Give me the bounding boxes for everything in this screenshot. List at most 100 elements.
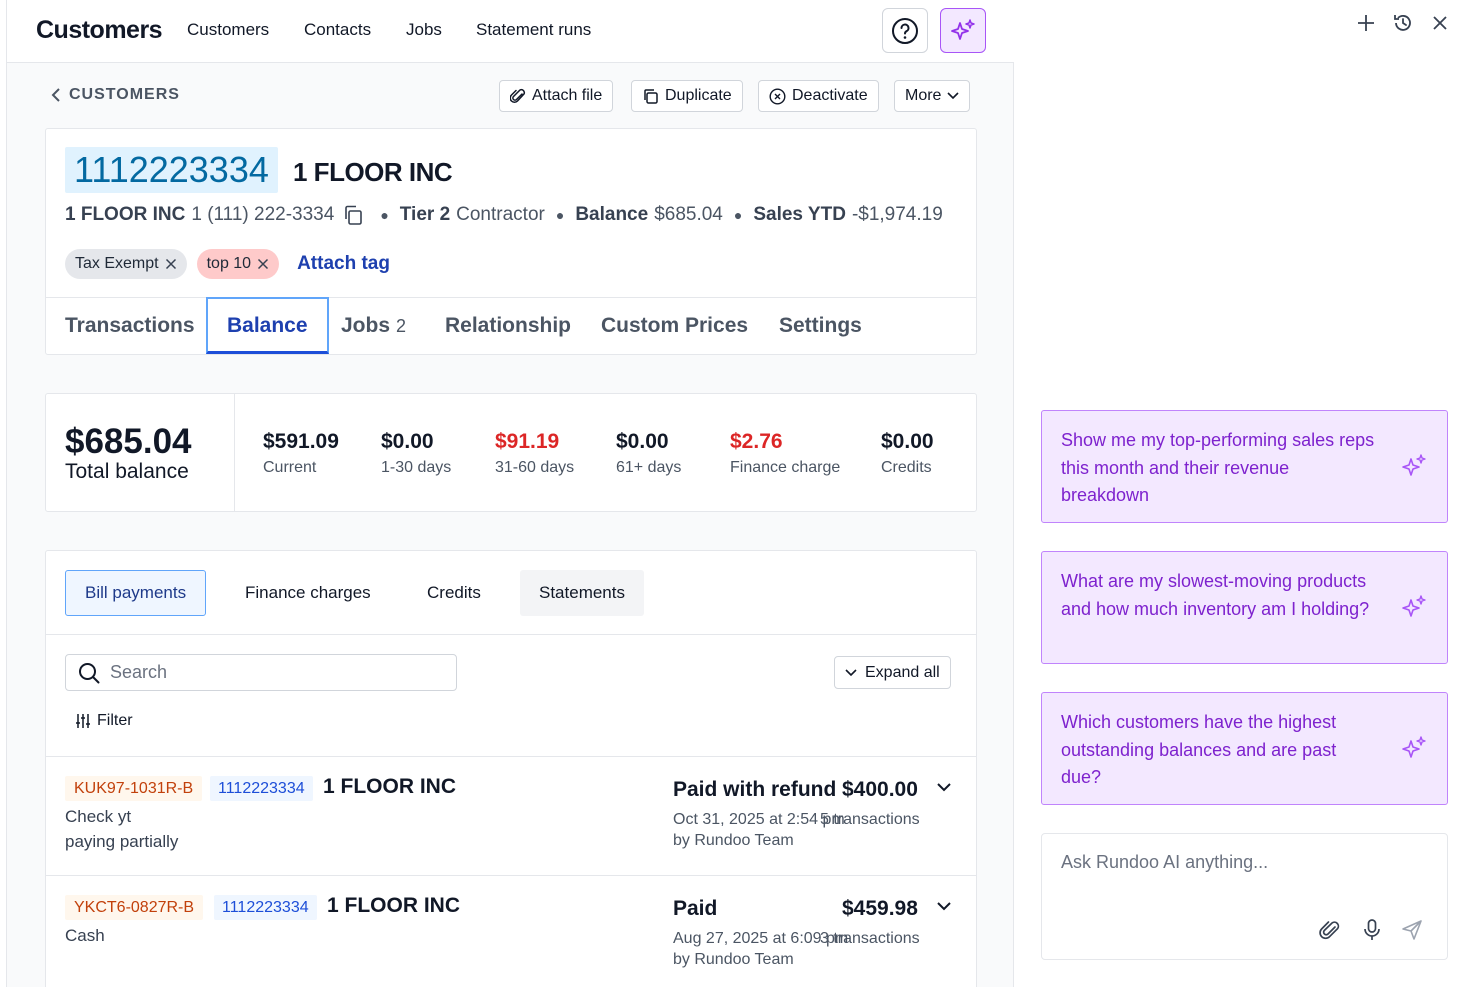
history-icon xyxy=(1394,15,1411,31)
circle-x-icon xyxy=(769,87,786,105)
deactivate-label: Deactivate xyxy=(792,87,868,104)
ai-suggestion-text: Show me my top-performing sales reps thi… xyxy=(1061,430,1375,505)
total-balance: $685.04 Total balance xyxy=(65,422,192,484)
ai-assistant-button[interactable] xyxy=(940,8,986,53)
tab-jobs-label: Jobs xyxy=(341,314,391,337)
sparkle-icon xyxy=(1402,454,1426,476)
close-panel-button[interactable] xyxy=(1429,12,1451,34)
bucket-label: Credits xyxy=(881,459,932,476)
more-button[interactable]: More xyxy=(894,80,971,112)
tab-transactions[interactable]: Transactions xyxy=(65,314,195,337)
bucket-1-30: $0.00 1-30 days xyxy=(381,430,451,477)
payment-transactions: 3 transactions xyxy=(820,930,920,947)
bucket-61-plus: $0.00 61+ days xyxy=(616,430,681,477)
bucket-value: $0.00 xyxy=(381,430,434,453)
payment-date: Oct 31, 2025 at 2:54 pm xyxy=(673,811,845,828)
bucket-label: 61+ days xyxy=(616,459,682,476)
payment-author: by Rundoo Team xyxy=(673,951,794,968)
more-label: More xyxy=(905,87,942,104)
bucket-label: Current xyxy=(263,459,317,476)
attach-icon[interactable] xyxy=(1318,918,1342,942)
expand-all-label: Expand all xyxy=(865,663,940,681)
subtab-bill-payments[interactable]: Bill payments xyxy=(65,570,207,616)
ai-input-placeholder: Ask Rundoo AI anything... xyxy=(1061,852,1269,872)
payment-amount: $400.00 xyxy=(842,778,918,801)
payment-note: Cash xyxy=(65,926,105,945)
ai-suggestion-text: What are my slowest-moving products and … xyxy=(1061,571,1370,619)
expand-row-icon[interactable] xyxy=(936,901,952,911)
payment-row[interactable]: KUK97-1031R-B 1112223334 1 FLOOR INC Che… xyxy=(46,757,976,875)
remove-tag-icon[interactable] xyxy=(165,258,177,270)
nav-customers[interactable]: Customers xyxy=(187,20,270,39)
attach-file-button[interactable]: Attach file xyxy=(499,80,614,112)
payment-customer-name: 1 FLOOR INC xyxy=(327,894,461,917)
meta-sales-value: -$1,974.19 xyxy=(851,204,943,225)
duplicate-button[interactable]: Duplicate xyxy=(631,80,743,112)
meta-balance-label: Balance xyxy=(575,204,649,225)
search-input[interactable]: Search xyxy=(65,654,457,691)
subtab-finance-charges[interactable]: Finance charges xyxy=(245,583,371,602)
ai-suggestion-card[interactable]: Which customers have the highest outstan… xyxy=(1041,692,1448,805)
expand-all-button[interactable]: Expand all xyxy=(834,656,951,689)
history-button[interactable] xyxy=(1392,12,1414,34)
deactivate-button[interactable]: Deactivate xyxy=(758,80,879,112)
tab-custom-prices[interactable]: Custom Prices xyxy=(601,314,749,337)
copy-phone-icon[interactable] xyxy=(342,204,364,226)
tab-settings[interactable]: Settings xyxy=(779,314,862,337)
help-button[interactable] xyxy=(882,8,928,53)
tab-balance[interactable]: Balance xyxy=(206,297,329,354)
ai-suggestion-card[interactable]: What are my slowest-moving products and … xyxy=(1041,551,1448,664)
tab-jobs[interactable]: Jobs 2 xyxy=(341,298,406,355)
customer-number-chip: 1112223334 xyxy=(214,895,317,920)
tag-label: Tax Exempt xyxy=(75,255,159,272)
close-icon xyxy=(1433,16,1447,30)
payment-note-secondary: paying partially xyxy=(65,832,179,851)
filter-label: Filter xyxy=(97,712,133,729)
subtab-statements[interactable]: Statements xyxy=(520,570,644,616)
bucket-label: 1-30 days xyxy=(381,459,452,476)
nav-statement-runs[interactable]: Statement runs xyxy=(476,20,592,39)
meta-tier-label: Tier 2 xyxy=(399,204,451,225)
copy-icon xyxy=(644,88,658,104)
payment-row[interactable]: YKCT6-0827R-B 1112223334 1 FLOOR INC Cas… xyxy=(46,876,976,987)
attach-file-label: Attach file xyxy=(532,87,603,104)
ai-chat-input[interactable]: Ask Rundoo AI anything... xyxy=(1041,833,1448,960)
send-icon[interactable] xyxy=(1400,918,1424,942)
bucket-31-60: $91.19 31-60 days xyxy=(495,430,574,477)
meta-balance-value: $685.04 xyxy=(654,204,723,225)
payment-author: by Rundoo Team xyxy=(673,832,794,849)
attach-tag-link[interactable]: Attach tag xyxy=(297,253,390,274)
bucket-value: $2.76 xyxy=(730,430,783,453)
payment-amount: $459.98 xyxy=(842,897,918,920)
sliders-icon xyxy=(76,714,90,728)
ai-suggestion-card[interactable]: Show me my top-performing sales reps thi… xyxy=(1041,410,1448,523)
payment-customer-name: 1 FLOOR INC xyxy=(323,775,457,798)
tab-relationship[interactable]: Relationship xyxy=(445,314,572,337)
filter-button[interactable]: Filter xyxy=(75,712,133,730)
meta-tier-value: Contractor xyxy=(456,204,545,225)
customer-meta: 1 FLOOR INC 1 (111) 222-3334 ● Tier 2 Co… xyxy=(65,204,943,226)
customer-card: 1112223334 1 FLOOR INC 1 FLOOR INC 1 (11… xyxy=(45,128,977,355)
nav-jobs[interactable]: Jobs xyxy=(406,20,442,39)
payment-status: Paid with refund xyxy=(673,778,837,801)
nav-contacts[interactable]: Contacts xyxy=(304,20,372,39)
new-chat-button[interactable] xyxy=(1355,12,1377,34)
breadcrumb[interactable]: CUSTOMERS xyxy=(51,86,180,104)
tab-jobs-count: 2 xyxy=(396,316,407,336)
expand-row-icon[interactable] xyxy=(936,782,952,792)
duplicate-label: Duplicate xyxy=(665,87,732,104)
sparkle-icon xyxy=(1402,595,1426,617)
breadcrumb-label: CUSTOMERS xyxy=(69,86,180,103)
tag-tax-exempt: Tax Exempt xyxy=(65,249,187,279)
subtab-credits[interactable]: Credits xyxy=(427,583,481,602)
search-icon xyxy=(79,662,100,683)
customer-tabs: Transactions Balance Jobs 2 Relationship … xyxy=(46,297,976,354)
chevron-down-icon xyxy=(947,92,960,100)
remove-tag-icon[interactable] xyxy=(257,258,269,270)
microphone-icon[interactable] xyxy=(1361,918,1383,942)
payment-note: Check yt xyxy=(65,807,132,826)
sparkle-icon xyxy=(951,18,975,40)
payment-ref: KUK97-1031R-B xyxy=(65,776,203,801)
bucket-current: $591.09 Current xyxy=(263,430,339,477)
tag-list: Tax Exempt top 10 Attach tag xyxy=(65,249,390,279)
